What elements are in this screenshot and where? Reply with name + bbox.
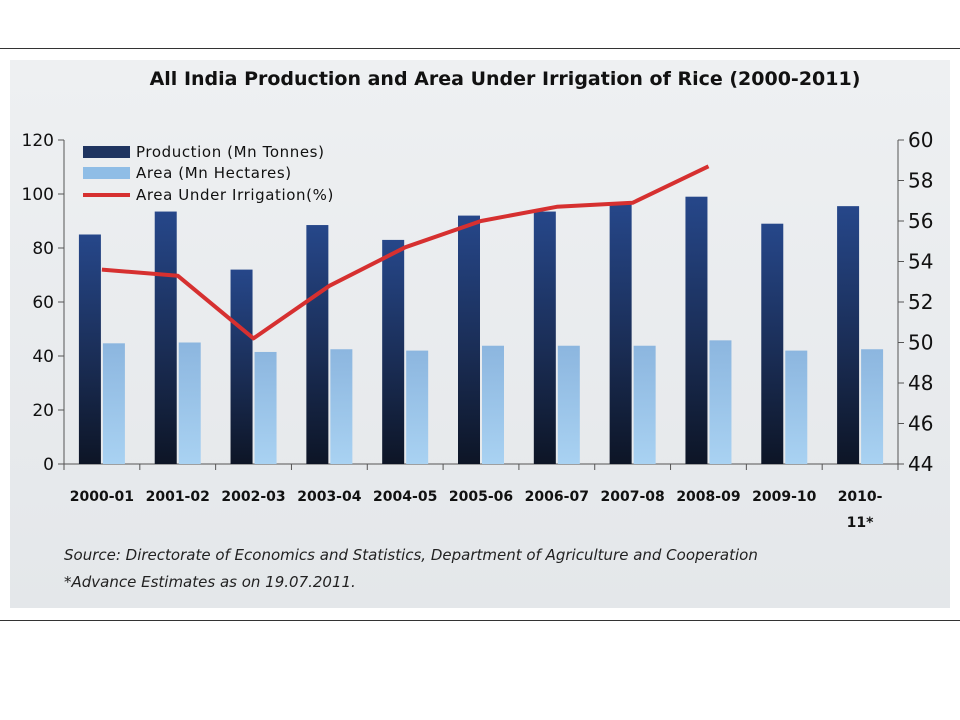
area-bar [861, 349, 884, 464]
bottom-rule [0, 620, 960, 621]
y-right-tick-label: 60 [908, 128, 933, 152]
bars [78, 196, 884, 464]
area-bar [406, 350, 429, 464]
x-tick-label: 2008-09 [676, 489, 740, 505]
legend-swatch-area [83, 167, 130, 179]
area-bar [254, 351, 277, 464]
y-right-tick-label: 48 [908, 371, 933, 395]
x-tick-label: 2000-01 [70, 489, 134, 505]
irrigation-line [101, 164, 710, 341]
x-tick-label: 2005-06 [449, 489, 513, 505]
x-tick-label: 2009-10 [752, 489, 817, 505]
legend-label: Area (Mn Hectares) [136, 164, 292, 182]
irrigation-line-path [101, 164, 710, 341]
x-tick-label: 2007-08 [601, 489, 665, 505]
x-tick-label: 2006-07 [525, 489, 589, 505]
production-bar [837, 206, 860, 464]
area-bar [785, 350, 808, 464]
y-right-tick-label: 52 [908, 290, 933, 314]
y-left-tick-label: 100 [22, 185, 54, 205]
source-note: Source: Directorate of Economics and Sta… [64, 546, 758, 564]
area-bar [633, 345, 656, 464]
x-tick-label: 2003-04 [297, 489, 362, 505]
production-bar [230, 269, 253, 464]
y-right-tick-label: 54 [908, 250, 933, 274]
y-right-tick-label: 44 [908, 452, 933, 476]
y-left-tick-label: 80 [32, 239, 54, 259]
legend-label: Area Under Irrigation(%) [136, 186, 334, 204]
y-left-tick-label: 40 [32, 347, 54, 367]
area-bar [330, 349, 353, 464]
y-right-tick-label: 46 [908, 412, 933, 436]
x-tick-label: 2004-05 [373, 489, 437, 505]
x-tick-label: 2002-03 [221, 489, 285, 505]
y-right-tick-label: 58 [908, 169, 933, 193]
y-right-tick-label: 50 [908, 331, 933, 355]
top-rule [0, 48, 960, 49]
production-bar [78, 234, 101, 464]
area-bar [709, 340, 732, 464]
y-left-tick-label: 20 [32, 401, 54, 421]
legend-swatch-production [83, 146, 130, 158]
production-bar [761, 223, 784, 464]
legend: Production (Mn Tonnes) Area (Mn Hectares)… [83, 143, 334, 204]
production-bar [685, 196, 708, 464]
x-tick-label: 11* [847, 515, 874, 531]
y-right-tick-label: 56 [908, 209, 933, 233]
production-bar [382, 239, 405, 464]
area-bar [178, 342, 201, 464]
y-left-tick-label: 120 [22, 131, 54, 151]
y-left-tick-label: 60 [32, 293, 54, 313]
x-tick-label: 2010- [838, 489, 883, 505]
axes: 0 20 40 60 80 100 120 44 46 48 50 52 54 56 58 60 [22, 128, 934, 476]
production-bar [306, 225, 329, 464]
area-bar [482, 345, 504, 464]
chart-title: All India Production and Area Under Irri… [149, 68, 861, 90]
area-bar [557, 345, 580, 464]
area-bar [102, 343, 125, 464]
legend-label: Production (Mn Tonnes) [136, 143, 325, 161]
production-bar [154, 211, 177, 464]
production-bar [533, 211, 556, 464]
y-left-tick-label: 0 [43, 455, 54, 475]
category-labels: 2000-01 2001-02 2002-03 2003-04 2004-05 2005-… [70, 489, 883, 531]
x-tick-label: 2001-02 [146, 489, 210, 505]
production-bar [609, 203, 632, 464]
advance-estimate-note: *Advance Estimates as on 19.07.2011. [64, 573, 356, 591]
production-bar [458, 215, 480, 464]
